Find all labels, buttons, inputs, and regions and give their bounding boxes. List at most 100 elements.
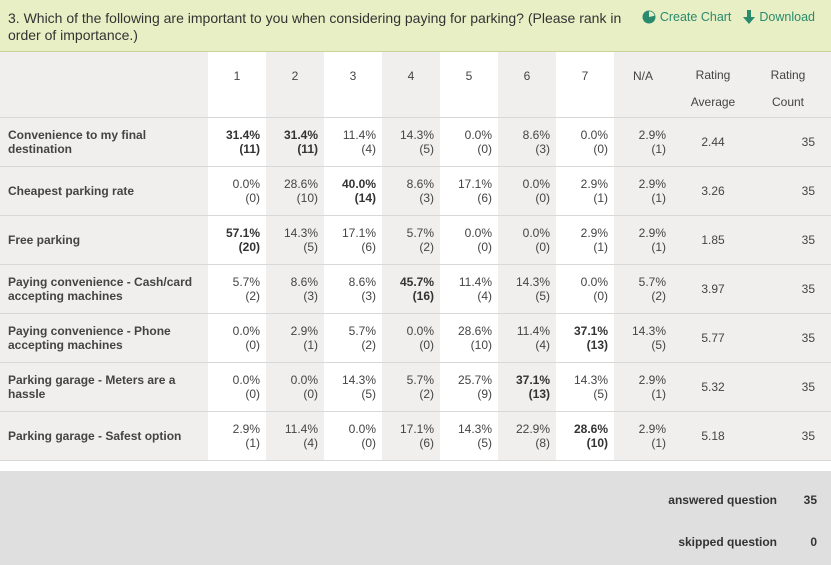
row-label: Parking garage - Meters are a hassle bbox=[0, 362, 208, 412]
rating-average: 5.32 bbox=[672, 362, 754, 412]
response-count: (1) bbox=[651, 240, 666, 254]
response-count: (4) bbox=[477, 289, 492, 303]
response-count: (2) bbox=[419, 387, 434, 401]
response-cell: 37.1% (13) bbox=[556, 313, 614, 363]
response-percent: 0.0% bbox=[232, 324, 260, 338]
response-cell: 37.1% (13) bbox=[498, 362, 556, 412]
response-count: (0) bbox=[535, 240, 550, 254]
rating-average: 3.97 bbox=[672, 264, 754, 314]
response-cell: 8.6% (3) bbox=[324, 264, 382, 314]
response-percent: 0.0% bbox=[464, 226, 492, 240]
response-percent: 8.6% bbox=[406, 177, 434, 191]
response-count: (0) bbox=[303, 387, 318, 401]
download-arrow-icon bbox=[743, 10, 756, 24]
response-count: (3) bbox=[361, 289, 376, 303]
response-count: (4) bbox=[303, 436, 318, 450]
response-percent: 2.9% bbox=[290, 324, 318, 338]
response-cell: 22.9% (8) bbox=[498, 411, 556, 461]
response-count: (1) bbox=[651, 191, 666, 205]
response-percent: 5.7% bbox=[232, 275, 260, 289]
response-count: (10) bbox=[470, 338, 492, 352]
response-count: (0) bbox=[593, 142, 608, 156]
response-cell: 11.4% (4) bbox=[498, 313, 556, 363]
response-cell: 17.1% (6) bbox=[382, 411, 440, 461]
response-cell: 31.4% (11) bbox=[266, 117, 324, 167]
response-percent: 40.0% bbox=[341, 177, 376, 191]
response-percent: 2.9% bbox=[580, 226, 608, 240]
response-percent: 2.9% bbox=[638, 373, 666, 387]
rating-count: 35 bbox=[754, 117, 831, 167]
table-row: Convenience to my final destination 31.4%… bbox=[0, 117, 831, 167]
response-percent: 0.0% bbox=[522, 226, 550, 240]
response-cell: 0.0% (0) bbox=[440, 117, 498, 167]
response-percent: 37.1% bbox=[515, 373, 550, 387]
response-percent: 11.4% bbox=[342, 128, 376, 142]
response-count: (3) bbox=[535, 142, 550, 156]
column-header: 3 bbox=[324, 52, 382, 118]
response-cell: 14.3% (5) bbox=[614, 313, 672, 363]
response-count: (5) bbox=[361, 387, 376, 401]
response-cell: 5.7% (2) bbox=[382, 215, 440, 265]
response-percent: 5.7% bbox=[406, 373, 434, 387]
response-count: (8) bbox=[535, 436, 550, 450]
response-cell: 14.3% (5) bbox=[266, 215, 324, 265]
response-cell: 2.9% (1) bbox=[614, 362, 672, 412]
response-percent: 14.3% bbox=[283, 226, 318, 240]
rating-average: 5.77 bbox=[672, 313, 754, 363]
response-percent: 14.3% bbox=[341, 373, 376, 387]
response-cell: 0.0% (0) bbox=[498, 166, 556, 216]
response-cell: 28.6% (10) bbox=[556, 411, 614, 461]
table-header-row: 1 2 3 4 5 6 7 N/A Rating Average Rating … bbox=[0, 52, 831, 118]
response-count: (11) bbox=[239, 142, 260, 156]
skipped-row: skipped question 0 bbox=[617, 535, 817, 549]
download-button[interactable]: Download bbox=[743, 10, 815, 24]
response-cell: 0.0% (0) bbox=[382, 313, 440, 363]
skipped-label: skipped question bbox=[678, 535, 777, 549]
download-label: Download bbox=[759, 10, 815, 24]
response-cell: 17.1% (6) bbox=[440, 166, 498, 216]
response-count: (3) bbox=[419, 191, 434, 205]
column-header: 4 bbox=[382, 52, 440, 118]
row-label: Paying convenience - Cash/card accepting… bbox=[0, 264, 208, 314]
table-row: Parking garage - Meters are a hassle 0.0%… bbox=[0, 362, 831, 412]
response-percent: 0.0% bbox=[290, 373, 318, 387]
response-count: (1) bbox=[593, 191, 608, 205]
response-cell: 2.9% (1) bbox=[614, 215, 672, 265]
response-percent: 8.6% bbox=[348, 275, 376, 289]
response-percent: 57.1% bbox=[225, 226, 260, 240]
response-percent: 31.4% bbox=[225, 128, 260, 142]
response-count: (1) bbox=[651, 436, 666, 450]
response-cell: 28.6% (10) bbox=[266, 166, 324, 216]
response-count: (5) bbox=[477, 436, 492, 450]
create-chart-label: Create Chart bbox=[659, 10, 732, 24]
response-percent: 5.7% bbox=[638, 275, 666, 289]
response-count: (14) bbox=[354, 191, 376, 205]
response-percent: 5.7% bbox=[348, 324, 376, 338]
response-cell: 8.6% (3) bbox=[266, 264, 324, 314]
response-percent: 0.0% bbox=[348, 422, 376, 436]
response-cell: 5.7% (2) bbox=[324, 313, 382, 363]
response-cell: 0.0% (0) bbox=[556, 264, 614, 314]
response-cell: 0.0% (0) bbox=[440, 215, 498, 265]
response-cell: 0.0% (0) bbox=[208, 166, 266, 216]
response-count: (5) bbox=[303, 240, 318, 254]
table-row: Free parking 57.1% (20) 14.3% (5) 17.1% (6) 5.7… bbox=[0, 215, 831, 265]
response-count: (0) bbox=[477, 142, 492, 156]
response-count: (1) bbox=[245, 436, 260, 450]
response-percent: 8.6% bbox=[290, 275, 318, 289]
row-label: Free parking bbox=[0, 215, 208, 265]
response-count: (2) bbox=[245, 289, 260, 303]
response-percent: 2.9% bbox=[580, 177, 608, 191]
response-count: (6) bbox=[477, 191, 492, 205]
response-cell: 14.3% (5) bbox=[556, 362, 614, 412]
row-label: Parking garage - Safest option bbox=[0, 411, 208, 461]
results-table: 1 2 3 4 5 6 7 N/A Rating Average Rating … bbox=[0, 52, 831, 461]
column-header: N/A bbox=[614, 52, 672, 118]
question-actions: Create Chart Download bbox=[642, 10, 815, 24]
create-chart-button[interactable]: Create Chart bbox=[642, 10, 732, 24]
column-header: 6 bbox=[498, 52, 556, 118]
response-cell: 40.0% (14) bbox=[324, 166, 382, 216]
response-cell: 11.4% (4) bbox=[324, 117, 382, 167]
response-count: (1) bbox=[651, 142, 666, 156]
